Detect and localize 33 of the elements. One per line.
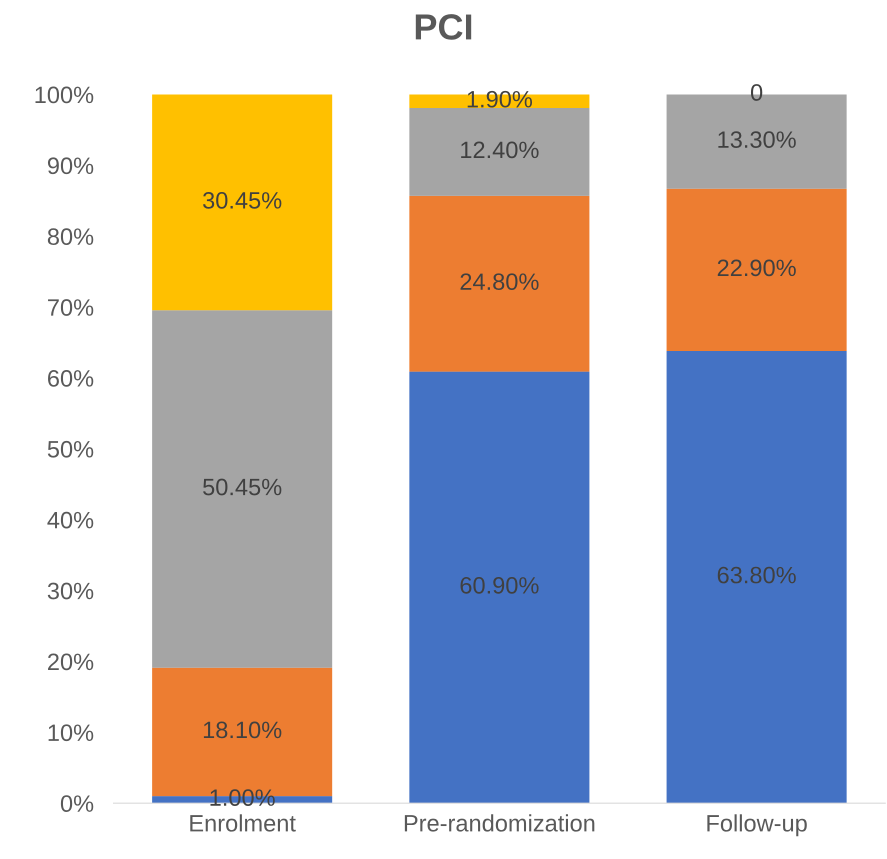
- data-label: 60.90%: [460, 576, 539, 594]
- y-tick-label: 100%: [36, 86, 94, 104]
- y-tick-label: 90%: [48, 157, 94, 174]
- y-tick-label: 20%: [48, 654, 94, 670]
- bar: [666, 188, 847, 352]
- data-label: 30.45%: [203, 192, 282, 209]
- x-tick-label: Follow-up: [707, 814, 807, 836]
- data-label: 63.80%: [718, 566, 796, 584]
- y-tick-label: 80%: [48, 228, 94, 246]
- y-tick-label: 50%: [48, 440, 94, 458]
- x-tick-label: Pre-randomization: [404, 814, 594, 832]
- bar: [152, 310, 332, 668]
- y-tick-label: 30%: [48, 582, 94, 600]
- bar: [152, 94, 332, 310]
- data-label: 22.90%: [718, 260, 796, 276]
- y-tick-label: 40%: [47, 512, 94, 528]
- data-label: 13.30%: [718, 131, 796, 148]
- data-label: 0: [750, 84, 762, 101]
- data-label: 24.80%: [460, 273, 539, 290]
- bar: [409, 108, 590, 196]
- data-label: 1.90%: [468, 90, 532, 108]
- data-label: 50.45%: [203, 478, 282, 496]
- bar: [409, 372, 590, 804]
- chart-title: PCI: [416, 14, 472, 40]
- data-label: 12.40%: [461, 142, 539, 158]
- y-tick-label: 70%: [48, 299, 94, 316]
- y-tick-label: 0%: [60, 795, 94, 812]
- y-tick-label: 10%: [48, 724, 94, 742]
- x-tick-label: Enrolment: [190, 814, 296, 832]
- bar: [409, 196, 590, 372]
- data-label: 18.10%: [204, 722, 282, 738]
- bar: [666, 351, 847, 804]
- y-tick-label: 60%: [48, 370, 94, 387]
